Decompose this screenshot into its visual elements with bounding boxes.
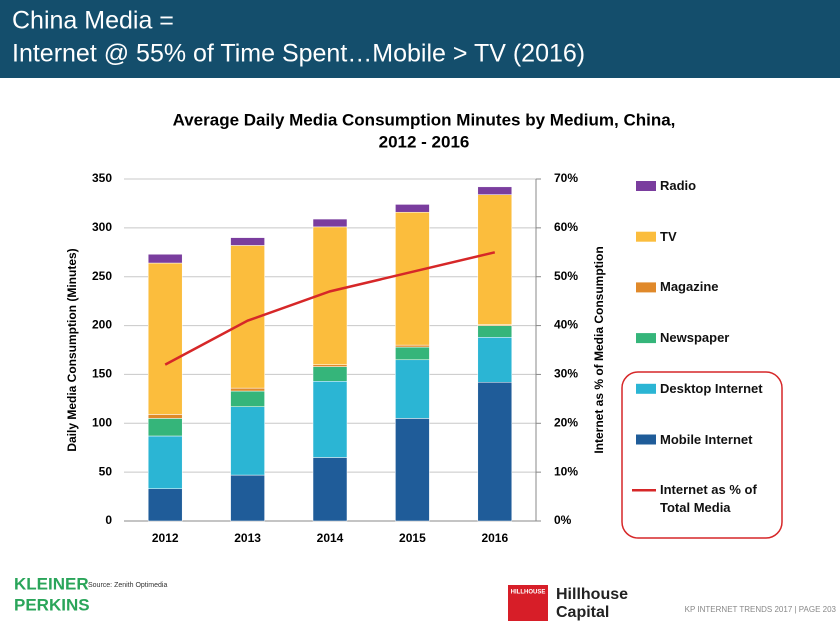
logo: PERKINS bbox=[14, 595, 90, 614]
bar-segment bbox=[395, 344, 430, 348]
y2-tick-label: 20% bbox=[554, 415, 578, 429]
legend-swatch bbox=[636, 383, 656, 394]
y2-axis-label: Internet as % of Media Consumption bbox=[592, 246, 606, 453]
bar-segment bbox=[147, 253, 183, 264]
company: Capital bbox=[556, 604, 609, 621]
y-tick-label: 350 bbox=[92, 171, 112, 185]
bar-segment bbox=[312, 457, 348, 522]
bar-segment bbox=[230, 474, 265, 522]
bar-segment bbox=[147, 262, 183, 415]
legend-swatch bbox=[636, 434, 656, 445]
x-tick-label: 2016 bbox=[481, 531, 508, 545]
bar-segment bbox=[147, 435, 183, 490]
y-tick-label: 0 bbox=[105, 513, 112, 527]
y2-tick-label: 30% bbox=[554, 367, 578, 381]
bar-segment bbox=[395, 359, 430, 419]
bar-segment bbox=[230, 406, 265, 476]
x-tick-label: 2015 bbox=[399, 531, 426, 545]
header-bar bbox=[0, 0, 840, 78]
y-tick-label: 300 bbox=[92, 220, 112, 234]
legend-swatch bbox=[636, 333, 656, 344]
line-series bbox=[164, 251, 496, 366]
y2-tick-label: 0% bbox=[554, 513, 572, 527]
badge-box bbox=[508, 585, 548, 621]
bar-segment bbox=[312, 366, 348, 382]
bar-segment bbox=[477, 325, 513, 338]
legend-label: Desktop Internet bbox=[660, 380, 763, 396]
bar-segment bbox=[477, 194, 513, 325]
y2-tick-label: 60% bbox=[554, 220, 578, 234]
legend-label: Internet as % of Total Media bbox=[660, 482, 757, 516]
legend-highlight bbox=[621, 371, 783, 539]
bar-segment bbox=[147, 414, 183, 419]
legend-label: TV bbox=[660, 228, 677, 244]
bar-segment bbox=[395, 418, 430, 522]
legend-label: Newspaper bbox=[660, 330, 730, 346]
bar-segment bbox=[395, 204, 430, 213]
legend-label: Magazine bbox=[660, 279, 719, 295]
legend-label: Radio bbox=[660, 178, 697, 193]
logo: KLEINER bbox=[14, 574, 89, 593]
bar-segment bbox=[230, 387, 265, 392]
company: Hillhouse bbox=[556, 586, 628, 603]
y2-tick-label: 70% bbox=[554, 171, 578, 185]
bar-segment bbox=[312, 381, 348, 458]
bar-segment bbox=[230, 237, 265, 246]
bar-segment bbox=[477, 337, 513, 383]
y-tick-label: 100 bbox=[92, 415, 112, 429]
source: Source: Zenith Optimedia bbox=[88, 582, 167, 589]
bar-segment bbox=[395, 211, 430, 346]
legend-swatch bbox=[636, 231, 656, 242]
y2-tick-label: 50% bbox=[554, 269, 578, 283]
header-title: Internet @ 55% of Time Spent…Mobile > TV… bbox=[12, 40, 585, 68]
bar-segment bbox=[477, 381, 513, 522]
bar-segment bbox=[312, 218, 348, 228]
legend-label: Mobile Internet bbox=[660, 431, 753, 447]
chart-title: Average Daily Media Consumption Minutes … bbox=[173, 110, 676, 129]
bar-segment bbox=[477, 186, 513, 195]
y-tick-label: 150 bbox=[92, 367, 112, 381]
page-number: KP INTERNET TRENDS 2017 | PAGE 203 bbox=[685, 605, 837, 614]
y-tick-label: 50 bbox=[99, 464, 113, 478]
bar-segment bbox=[395, 346, 430, 361]
y-axis-label: Daily Media Consumption (Minutes) bbox=[65, 248, 79, 451]
badge: HILLHOUSE bbox=[511, 590, 546, 596]
chart-title: 2012 - 2016 bbox=[379, 132, 470, 151]
bar-segment bbox=[147, 488, 183, 522]
x-tick-label: 2013 bbox=[234, 531, 261, 545]
header-title: China Media = bbox=[12, 7, 174, 35]
bar-segment bbox=[147, 418, 183, 437]
legend-swatch bbox=[636, 181, 656, 191]
bar-segment bbox=[312, 364, 348, 367]
y-tick-label: 250 bbox=[92, 269, 112, 283]
bar-segment bbox=[230, 390, 265, 407]
y2-tick-label: 40% bbox=[554, 318, 578, 332]
y-tick-label: 200 bbox=[92, 318, 112, 332]
legend-swatch bbox=[636, 282, 656, 293]
x-tick-label: 2014 bbox=[317, 531, 344, 545]
x-tick-label: 2012 bbox=[152, 531, 179, 545]
y2-tick-label: 10% bbox=[554, 464, 578, 478]
